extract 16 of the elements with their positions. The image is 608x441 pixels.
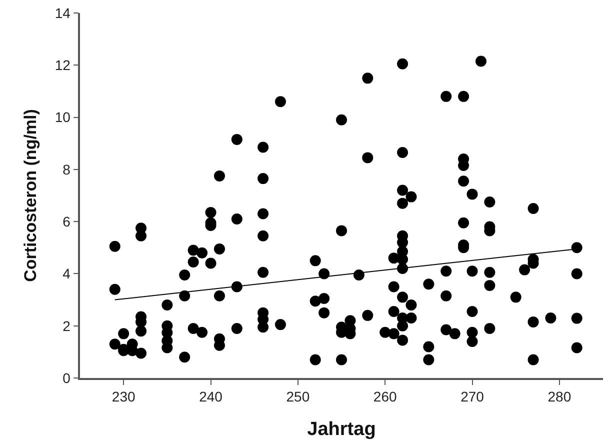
x-tick-label: 270	[460, 388, 484, 405]
x-axis-title: Jahrtag	[307, 418, 376, 440]
y-tick-label: 0	[62, 370, 71, 386]
y-tick-label: 2	[62, 318, 71, 334]
y-tick-label: 12	[54, 57, 71, 74]
x-tick-label: 260	[373, 388, 397, 405]
y-axis-title: Corticosteron (ng/ml)	[20, 109, 40, 282]
x-tick-label: 240	[199, 388, 223, 405]
y-tick-label: 10	[54, 109, 71, 126]
y-tick-label: 8	[62, 161, 71, 178]
x-tick-label: 230	[112, 388, 136, 405]
y-tick-label: 14	[54, 4, 71, 21]
y-tick-label: 6	[62, 213, 71, 230]
x-tick-label: 250	[286, 388, 310, 405]
x-tick-label: 280	[548, 388, 572, 405]
y-tick-label: 4	[62, 266, 71, 282]
